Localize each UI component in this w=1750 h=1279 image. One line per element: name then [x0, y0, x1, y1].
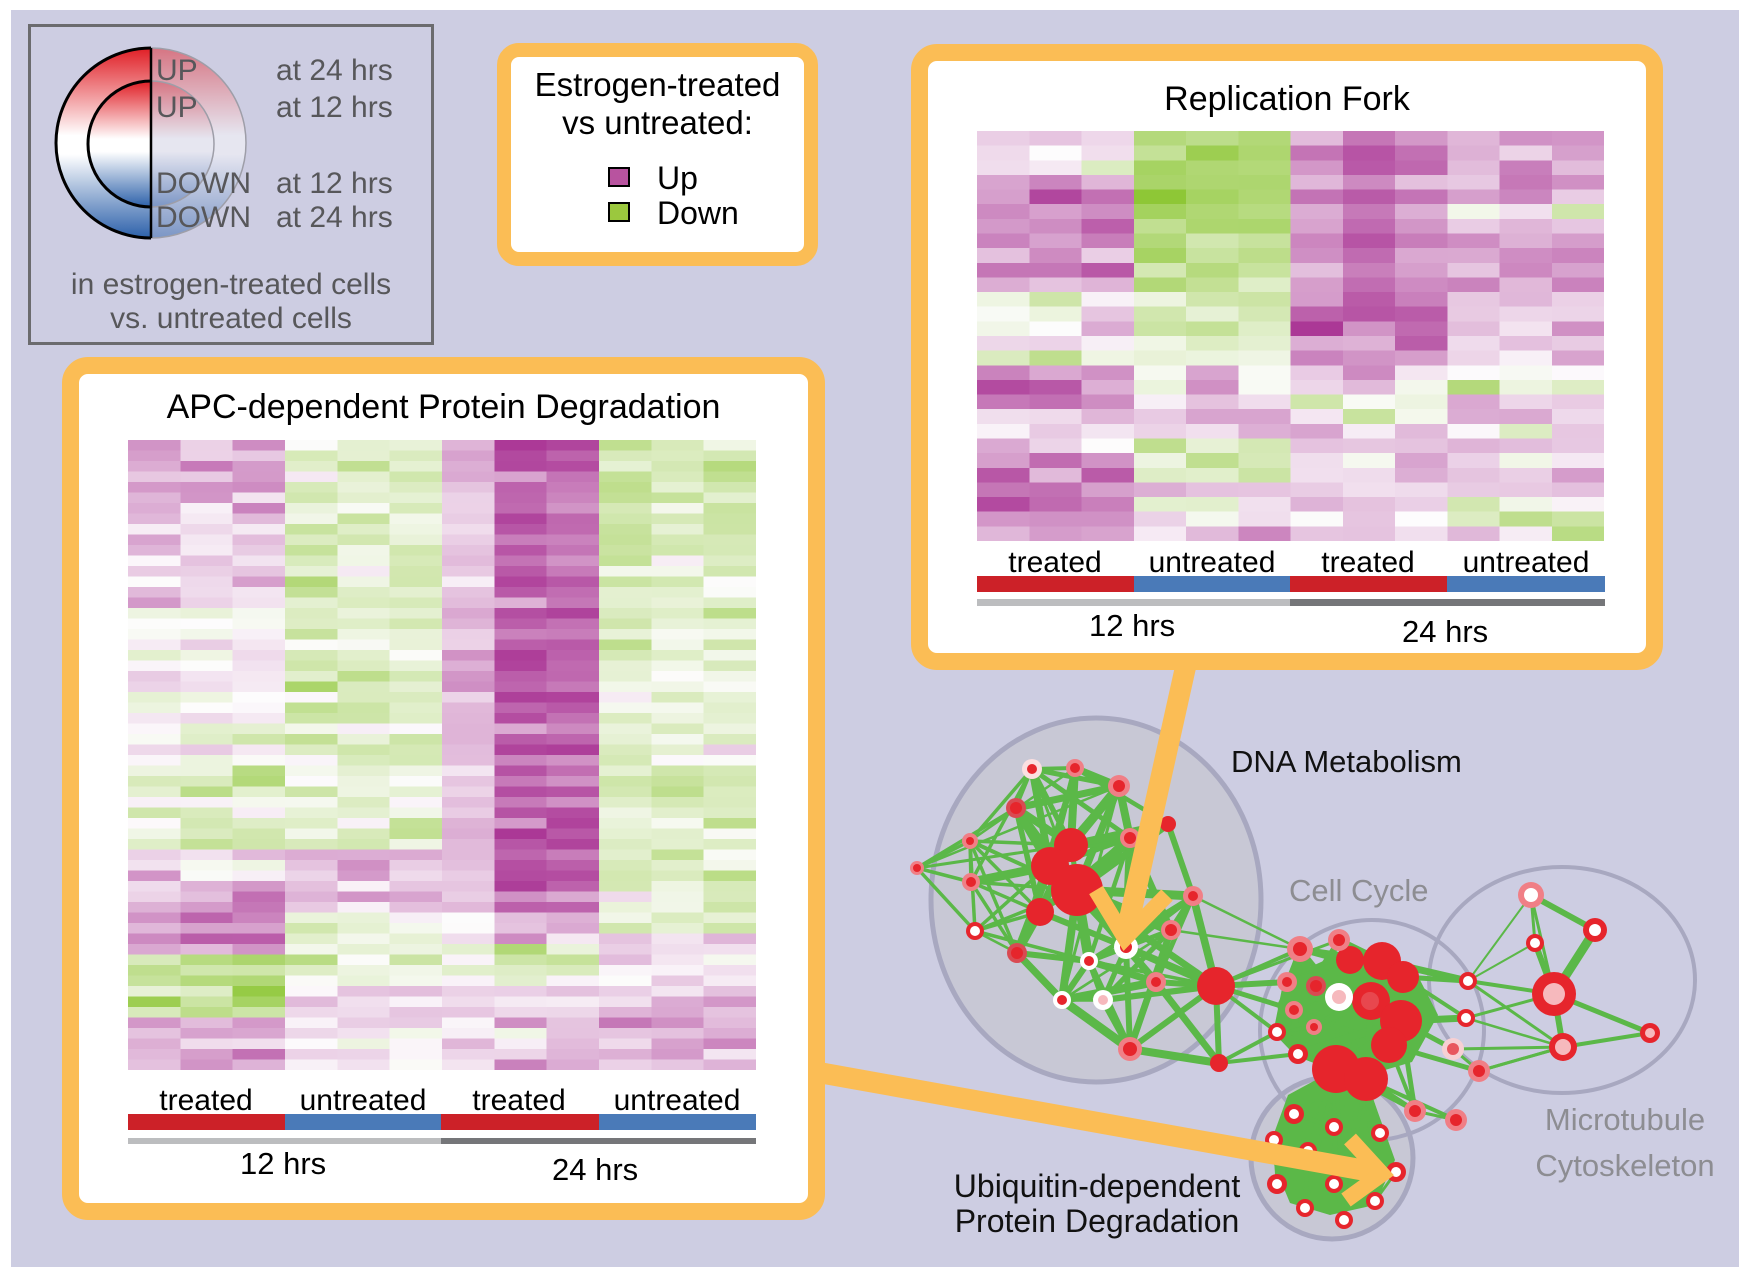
- svg-text:DNA Metabolism: DNA Metabolism: [1231, 744, 1462, 779]
- svg-text:Protein Degradation: Protein Degradation: [955, 1203, 1240, 1239]
- svg-text:Ubiquitin-dependent: Ubiquitin-dependent: [954, 1168, 1241, 1204]
- svg-text:Cell Cycle: Cell Cycle: [1289, 873, 1429, 908]
- svg-text:Cytoskeleton: Cytoskeleton: [1535, 1148, 1714, 1183]
- svg-text:Microtubule: Microtubule: [1545, 1102, 1705, 1137]
